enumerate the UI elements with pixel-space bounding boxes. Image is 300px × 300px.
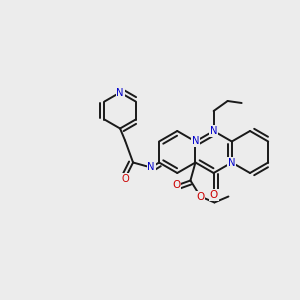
Text: O: O (121, 173, 129, 184)
Text: N: N (147, 163, 155, 172)
Text: N: N (210, 126, 218, 136)
Text: N: N (192, 136, 199, 146)
Text: N: N (228, 158, 236, 167)
Text: O: O (196, 191, 205, 202)
Text: N: N (116, 88, 124, 98)
Text: O: O (209, 190, 218, 200)
Text: O: O (172, 181, 181, 190)
